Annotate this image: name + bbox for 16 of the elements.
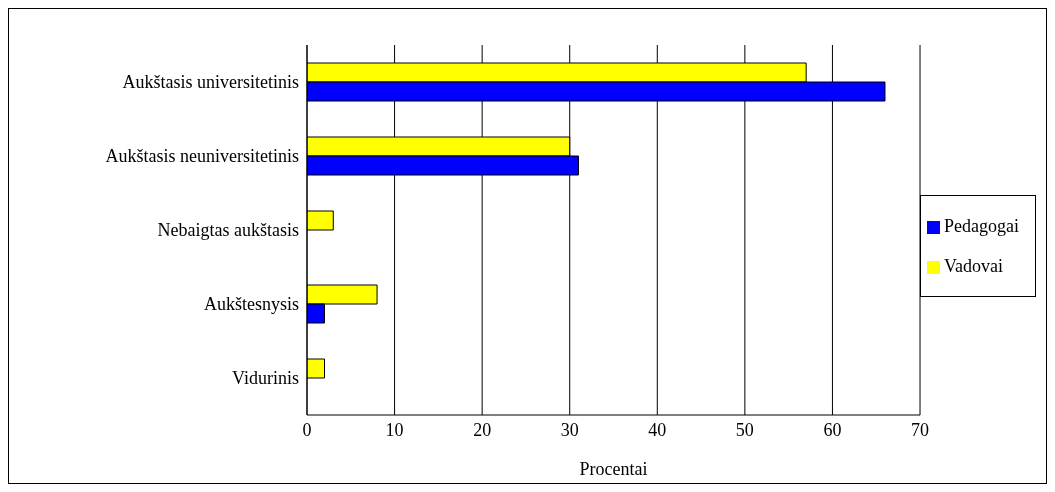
y-tick-label: Aukštasis neuniversitetinis — [105, 146, 299, 167]
y-tick-label: Vidurinis — [232, 368, 299, 389]
x-tick-label: 10 — [385, 419, 404, 440]
x-tick-label: 20 — [473, 419, 492, 440]
x-tick-label: 40 — [648, 419, 667, 440]
y-tick-label: Nebaigtas aukštasis — [157, 220, 299, 241]
x-tick-label: 0 — [302, 419, 312, 440]
legend-label: Pedagogai — [944, 216, 1019, 236]
x-tick-label: 70 — [911, 419, 930, 440]
x-tick-label: 60 — [823, 419, 842, 440]
x-axis-title: Procentai — [579, 459, 648, 479]
y-tick-label: Aukštesnysis — [203, 294, 299, 315]
x-tick-label: 50 — [735, 419, 754, 440]
legend-label: Vadovai — [944, 256, 1003, 276]
y-tick-label: Aukštasis universitetinis — [122, 72, 299, 93]
x-tick-label: 30 — [560, 419, 579, 440]
